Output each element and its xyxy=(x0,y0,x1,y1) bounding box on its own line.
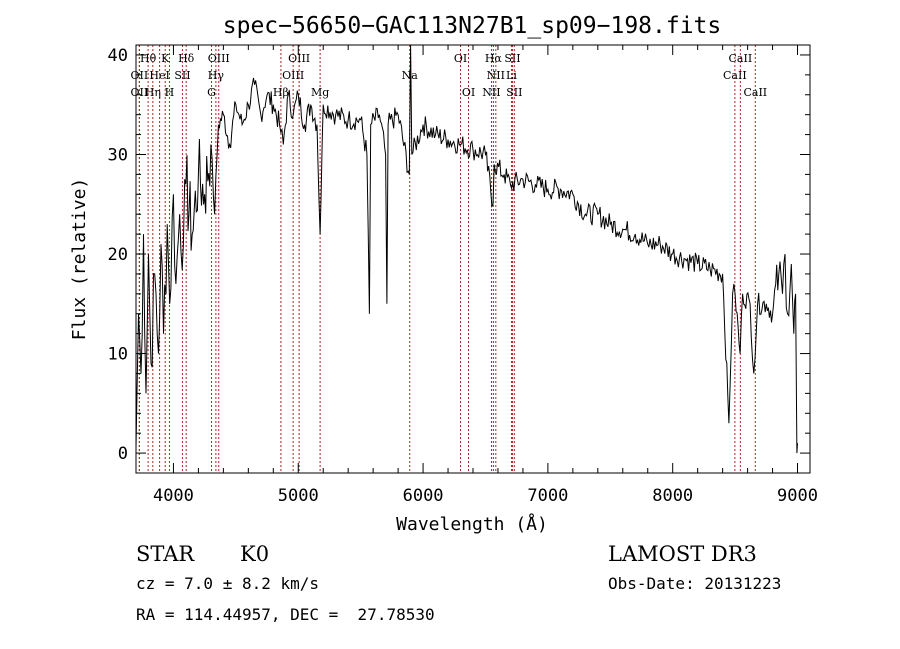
line-marker-label: OI xyxy=(454,52,467,65)
spectrum-line xyxy=(135,44,798,454)
line-marker-label: OII xyxy=(131,69,149,82)
line-marker-label: Li xyxy=(506,69,517,82)
line-marker-label: OI xyxy=(462,86,475,99)
line-marker-label: OIII xyxy=(282,69,304,82)
survey-name: LAMOST DR3 xyxy=(608,542,757,566)
y-axis-label: Flux (relative) xyxy=(69,178,90,341)
y-tick-label: 20 xyxy=(108,245,128,265)
line-marker-label: OII xyxy=(131,86,149,99)
y-tick-label: 40 xyxy=(108,46,128,66)
line-marker-label: CaII xyxy=(729,52,753,65)
line-marker-label: Hγ xyxy=(208,69,225,82)
line-marker-label: Mg xyxy=(311,86,329,99)
line-marker-label: G xyxy=(207,86,216,99)
x-tick-label: 9000 xyxy=(777,486,818,506)
line-marker-label: CaII xyxy=(743,86,767,99)
x-tick-label: 8000 xyxy=(652,486,693,506)
x-axis-ticks: 4000 5000 6000 7000 8000 9000 xyxy=(153,45,818,506)
x-tick-label: 7000 xyxy=(527,486,568,506)
plot-frame xyxy=(135,44,811,474)
x-tick-label: 5000 xyxy=(278,486,319,506)
y-tick-label: 30 xyxy=(108,145,128,165)
y-axis-ticks: 0 10 20 30 40 xyxy=(108,46,810,464)
line-marker-label: OIII xyxy=(208,52,230,65)
line-marker-label: Hα xyxy=(485,52,503,65)
line-marker-label: NII xyxy=(487,69,505,82)
line-marker-label: OIII xyxy=(288,52,310,65)
observation-date: Obs-Date: 20131223 xyxy=(608,574,781,593)
redshift-velocity: cz = 7.0 ± 8.2 km/s xyxy=(136,574,319,593)
line-marker-label: SII xyxy=(506,86,522,99)
line-marker-label: SII xyxy=(504,52,520,65)
x-tick-label: 4000 xyxy=(153,486,194,506)
line-marker-label: Hβ xyxy=(273,86,289,99)
line-marker-label: H xyxy=(165,86,175,99)
object-class: STAR xyxy=(136,542,195,566)
line-marker-label: Hθ xyxy=(140,52,157,65)
line-markers xyxy=(138,45,756,473)
line-marker-label: NII xyxy=(482,86,500,99)
line-marker-label: CaII xyxy=(723,69,747,82)
line-marker-label: Hη xyxy=(145,86,161,99)
line-marker-label: Hδ xyxy=(178,52,195,65)
x-axis-label: Wavelength (Å) xyxy=(396,513,548,535)
y-tick-label: 0 xyxy=(118,444,128,464)
x-tick-label: 6000 xyxy=(403,486,444,506)
line-marker-label: HeI xyxy=(149,69,169,82)
line-marker-labels: Hθ OII OII K HeI Hη Hδ SII H OIII Hγ G OIII OIII Hβ Mg N… xyxy=(131,52,768,99)
line-marker-label: SII xyxy=(174,69,190,82)
object-subclass: K0 xyxy=(240,542,269,566)
chart-title: spec−56650−GAC113N27B1_sp09−198.fits xyxy=(223,13,722,39)
line-marker-label: K xyxy=(161,52,170,65)
coordinates: RA = 114.44957, DEC = 27.78530 xyxy=(136,605,435,624)
y-tick-label: 10 xyxy=(108,345,128,365)
